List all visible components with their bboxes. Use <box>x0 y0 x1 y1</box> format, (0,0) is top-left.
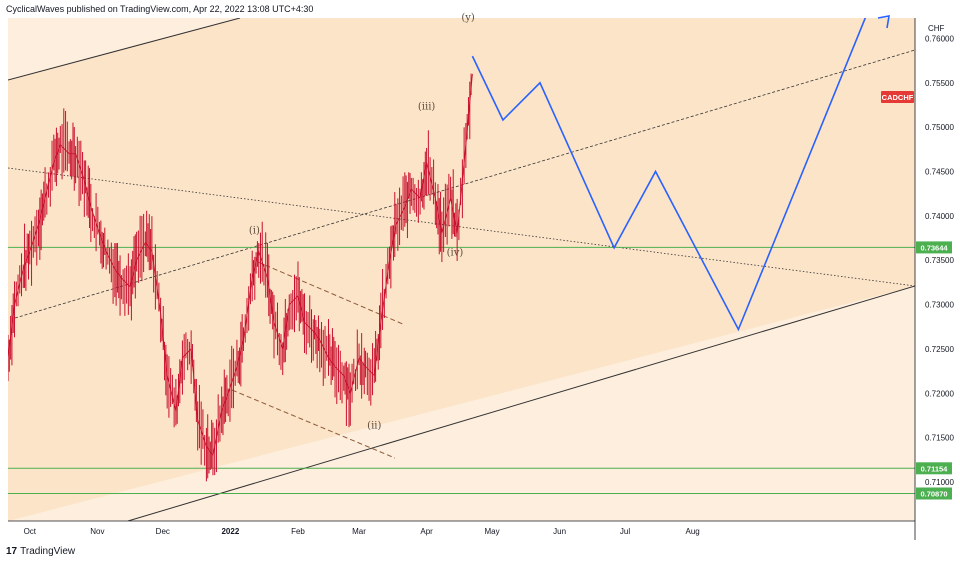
time-tick-label: Feb <box>291 527 305 536</box>
price-channel-band <box>8 18 915 521</box>
price-tick-label: 0.71500 <box>925 434 954 443</box>
level-badge-bg <box>916 462 952 475</box>
price-tick-label: 0.75500 <box>925 79 954 88</box>
wave-label-4: (ii) <box>367 421 381 432</box>
tradingview-footer[interactable]: 17 TradingView <box>6 546 75 557</box>
level-badge-1: 0.71154 <box>916 462 952 475</box>
price-tick-label: 0.75000 <box>925 123 954 132</box>
wedge-upper-line <box>257 261 406 326</box>
tradingview-logo-icon: 17 <box>6 546 18 557</box>
time-tick-label: 2022 <box>221 527 239 536</box>
upper-channel-line <box>8 18 241 81</box>
time-tick-label: Nov <box>90 527 104 536</box>
tradingview-brand: TradingView <box>20 546 76 557</box>
level-badge-text: 0.70870 <box>920 489 947 498</box>
wedge-lower-line <box>231 389 396 459</box>
time-tick-label: Dec <box>156 527 170 536</box>
symbol-badge-text: CADCHF <box>882 93 914 102</box>
level-badge-2: 0.70870 <box>916 487 952 500</box>
lower-channel-line <box>127 285 915 521</box>
time-tick-label: May <box>484 527 499 536</box>
time-tick-label: Apr <box>420 527 433 536</box>
time-tick-label: Mar <box>352 527 366 536</box>
wave-label-0: (y) <box>461 13 475 24</box>
currency-label: CHF <box>928 24 945 33</box>
time-tick-label: Aug <box>685 527 699 536</box>
price-tick-label: 0.72000 <box>925 389 954 398</box>
wave-label-1: (iii) <box>418 101 435 112</box>
price-tick-label: 0.72500 <box>925 345 954 354</box>
price-tick-label: 0.71000 <box>925 478 954 487</box>
projection-path <box>471 18 867 332</box>
level-badge-text: 0.73644 <box>920 243 948 252</box>
publish-header: CyclicalWaves published on TradingView.c… <box>6 4 314 14</box>
symbol-badge-bg <box>881 91 914 103</box>
time-tick-label: Oct <box>24 527 37 536</box>
price-tick-label: 0.74000 <box>925 212 954 221</box>
time-tick-label: Jul <box>620 527 630 536</box>
wave-label-2: (iv) <box>447 248 464 259</box>
level-badge-0: 0.73644 <box>916 241 952 254</box>
level-badge-bg <box>916 241 952 254</box>
price-tick-label: 0.73000 <box>925 301 954 310</box>
level-badge-text: 0.71154 <box>921 464 949 473</box>
price-tick-label: 0.74500 <box>925 167 954 176</box>
price-tick-label: 0.76000 <box>925 34 954 43</box>
projection-arrow-icon <box>877 15 890 29</box>
wave-label-3: (i) <box>249 226 260 237</box>
symbol-badge: CADCHF <box>881 91 914 103</box>
time-tick-label: Jun <box>553 527 566 536</box>
price-series-line <box>8 73 473 457</box>
level-badge-bg <box>916 487 952 500</box>
midline-dashed <box>14 49 915 319</box>
price-tick-label: 0.73500 <box>925 256 954 265</box>
